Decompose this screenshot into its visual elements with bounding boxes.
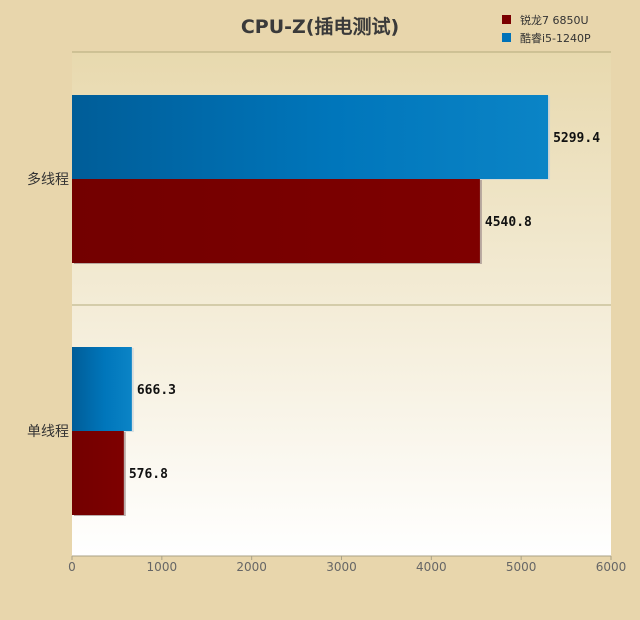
- bar-value-label: 576.8: [129, 467, 168, 482]
- bar: [72, 95, 549, 179]
- x-tick-label: 1000: [147, 560, 178, 574]
- legend-swatch: [502, 15, 511, 24]
- legend-label: 锐龙7 6850U: [520, 13, 589, 27]
- x-tick-label: 6000: [596, 560, 627, 574]
- legend-swatch: [502, 33, 511, 42]
- chart-title: CPU-Z(插电测试): [241, 15, 399, 38]
- bars-layer: [72, 95, 551, 516]
- legend-label: 酷睿i5-1240P: [520, 31, 591, 45]
- bar: [72, 347, 132, 431]
- x-tick-label: 5000: [506, 560, 537, 574]
- x-tick-label: 3000: [326, 560, 357, 574]
- x-tick-label: 0: [68, 560, 76, 574]
- category-label: 多线程: [27, 171, 69, 188]
- bar-value-label: 5299.4: [553, 131, 600, 146]
- bar-value-label: 4540.8: [485, 215, 532, 230]
- x-tick-label: 2000: [236, 560, 267, 574]
- bar: [72, 179, 480, 263]
- bar: [72, 431, 124, 515]
- x-tick-label: 4000: [416, 560, 447, 574]
- bar-value-label: 666.3: [137, 383, 176, 398]
- category-label: 单线程: [27, 424, 69, 440]
- axis-layer: 0 1000 2000 3000 4000 5000 6000: [68, 556, 626, 574]
- legend: 锐龙7 6850U 酷睿i5-1240P: [502, 13, 591, 45]
